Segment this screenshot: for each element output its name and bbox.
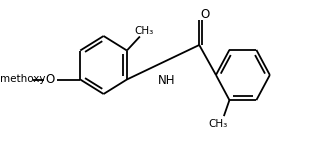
Text: NH: NH bbox=[158, 74, 175, 87]
Text: O: O bbox=[200, 8, 210, 21]
Text: CH₃: CH₃ bbox=[134, 27, 153, 37]
Text: CH₃: CH₃ bbox=[209, 119, 228, 129]
Text: O: O bbox=[45, 73, 54, 86]
Text: methoxy: methoxy bbox=[0, 74, 45, 84]
